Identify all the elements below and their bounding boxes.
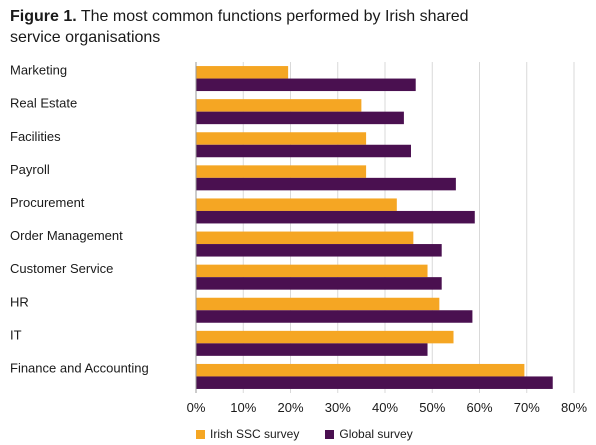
bar-irish-ssc — [196, 231, 414, 245]
x-tick-label: 0% — [187, 400, 206, 415]
x-tick-label: 80% — [561, 400, 587, 415]
x-tick-label: 70% — [514, 400, 540, 415]
x-tick-label: 30% — [325, 400, 351, 415]
category-label: Real Estate — [10, 96, 77, 111]
legend-swatch-global — [325, 429, 335, 439]
x-tick-label: 10% — [230, 400, 256, 415]
category-label: Order Management — [10, 228, 123, 243]
figure-title-line2: service organisations — [10, 29, 161, 46]
figure-title-line1: The most common functions performed by I… — [80, 8, 469, 25]
bar-global — [196, 177, 456, 191]
x-tick-label: 50% — [419, 400, 445, 415]
bar-irish-ssc — [196, 330, 454, 344]
bar-global — [196, 343, 428, 356]
legend-label-global: Global survey — [339, 427, 413, 441]
bar-irish-ssc — [196, 132, 367, 145]
bar-global — [196, 244, 442, 257]
legend-item-irish: Irish SSC survey — [196, 427, 299, 441]
bar-irish-ssc — [196, 198, 397, 211]
legend-label-irish: Irish SSC survey — [210, 427, 300, 441]
bar-global — [196, 144, 411, 158]
bar-irish-ssc — [196, 297, 440, 311]
bar-global — [196, 78, 416, 92]
bar-global — [196, 111, 404, 125]
chart-legend: Irish SSC survey Global survey — [196, 427, 413, 441]
category-label: Procurement — [10, 195, 85, 210]
figure-label: Figure 1. — [10, 8, 77, 25]
category-label: Facilities — [10, 129, 61, 144]
x-tick-label: 20% — [277, 400, 303, 415]
bar-global — [196, 210, 475, 224]
category-label: Payroll — [10, 162, 50, 177]
legend-swatch-irish — [196, 429, 205, 439]
category-label: IT — [10, 327, 22, 342]
bar-global — [196, 376, 553, 389]
figure-title: Figure 1. The most common functions perf… — [10, 6, 590, 48]
bar-irish-ssc — [196, 99, 362, 112]
category-label: Marketing — [10, 63, 67, 78]
legend-item-global: Global survey — [325, 427, 413, 441]
bar-irish-ssc — [196, 264, 428, 278]
bar-irish-ssc — [196, 363, 525, 377]
category-label: Finance and Accounting — [10, 360, 149, 375]
bar-global — [196, 310, 473, 323]
category-label: HR — [10, 294, 29, 309]
category-label: Customer Service — [10, 261, 113, 276]
x-tick-label: 60% — [466, 400, 492, 415]
bar-irish-ssc — [196, 165, 367, 178]
bar-irish-ssc — [196, 66, 289, 79]
bar-global — [196, 277, 442, 290]
x-tick-label: 40% — [372, 400, 398, 415]
